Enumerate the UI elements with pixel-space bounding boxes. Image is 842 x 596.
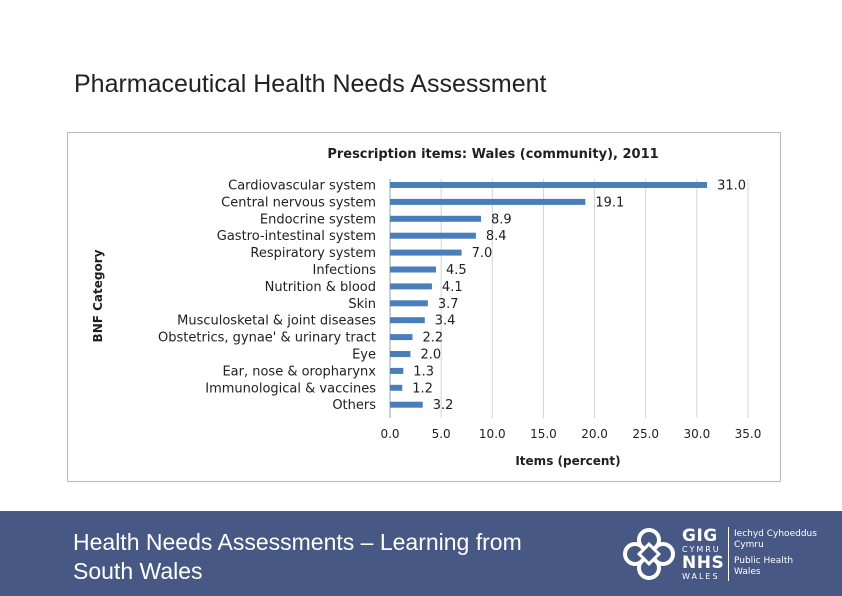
bar [390,351,411,357]
value-label: 7.0 [472,246,493,261]
category-label: Respiratory system [250,246,376,261]
bar [390,367,404,374]
value-label: 4.1 [442,280,463,295]
x-tick-label: 25.0 [632,427,659,441]
chart-title: Prescription items: Wales (community), 2… [327,147,658,162]
category-label: Obstetrics, gynae' & urinary tract [158,331,376,346]
logo-wales: WALES [682,572,720,581]
category-label: Others [332,398,376,413]
bar [390,283,432,290]
category-label: Immunological & vaccines [205,381,376,396]
category-label: Ear, nose & oropharynx [222,364,376,379]
x-tick-label: 35.0 [735,427,762,441]
category-label: Endocrine system [260,212,376,227]
logo-line-4: Wales [734,567,761,577]
x-tick-label: 20.0 [581,427,608,441]
y-axis-title: BNF Category [91,249,105,342]
x-tick-label: 15.0 [530,427,557,441]
bar [390,334,413,341]
x-axis-title: Items (percent) [515,454,620,468]
bar [390,198,586,205]
category-label: Central nervous system [221,195,376,210]
value-label: 1.2 [412,381,433,396]
value-label: 31.0 [717,179,746,194]
nhs-wales-logo: GIG CYMRU NHS WALES Iechyd Cyhoeddus Cym… [620,523,830,585]
category-label: Nutrition & blood [265,280,376,295]
labels: 0.0 5.0 10.0 15.0 20.0 25.0 30.0 35.0 Cardiovasc… [158,179,761,442]
bar [390,249,462,256]
logo-divider [728,527,729,581]
footer-bar: Health Needs Assessments – Learning from… [0,511,842,596]
logo-gig: GIG [682,526,718,546]
slide-title: Pharmaceutical Health Needs Assessment [74,70,547,98]
bar [390,300,428,307]
logo-line-1: Iechyd Cyhoeddus [734,529,817,539]
value-label: 3.4 [435,314,456,329]
chart-frame: 0.0 5.0 10.0 15.0 20.0 25.0 30.0 35.0 Cardiovasc… [67,132,781,482]
bar [390,182,708,188]
value-label: 8.4 [486,229,507,244]
grid-lines [389,179,749,418]
logo-line-3: Public Health [734,556,794,566]
bar [390,215,482,222]
logo-cymru: CYMRU [682,545,721,554]
logo-line-2: Cymru [734,540,764,550]
category-label: Infections [313,263,377,278]
x-tick-label: 10.0 [479,427,506,441]
category-label: Cardiovascular system [228,179,376,194]
value-label: 3.2 [433,398,454,413]
value-label: 19.1 [595,195,624,210]
category-label: Musculosketal & joint diseases [177,314,376,329]
bar [390,317,425,324]
bar-chart: 0.0 5.0 10.0 15.0 20.0 25.0 30.0 35.0 Cardiovasc… [91,147,761,468]
value-label: 4.5 [446,263,467,278]
category-label: Skin [348,297,376,312]
x-tick-label: 30.0 [683,427,710,441]
bar [390,401,423,408]
category-label: Gastro-intestinal system [217,229,376,244]
bars [390,182,708,408]
celtic-knot-icon [623,528,675,580]
logo-nhs: NHS [682,553,725,573]
category-label: Eye [352,348,376,363]
value-label: 8.9 [491,212,512,227]
x-tick-label: 0.0 [380,427,399,441]
value-label: 1.3 [413,364,434,379]
value-label: 2.2 [423,331,444,346]
value-label: 2.0 [420,348,441,363]
logo-text-block: Iechyd Cyhoeddus Cymru Public Health Wal… [734,529,830,578]
bar [390,384,403,391]
bar [390,266,437,273]
footer-text: Health Needs Assessments – Learning from… [73,529,522,584]
x-tick-label: 5.0 [432,427,451,441]
logo-nhs-block: GIG CYMRU NHS WALES [682,527,732,581]
bar [390,232,476,239]
value-label: 3.7 [438,297,459,312]
